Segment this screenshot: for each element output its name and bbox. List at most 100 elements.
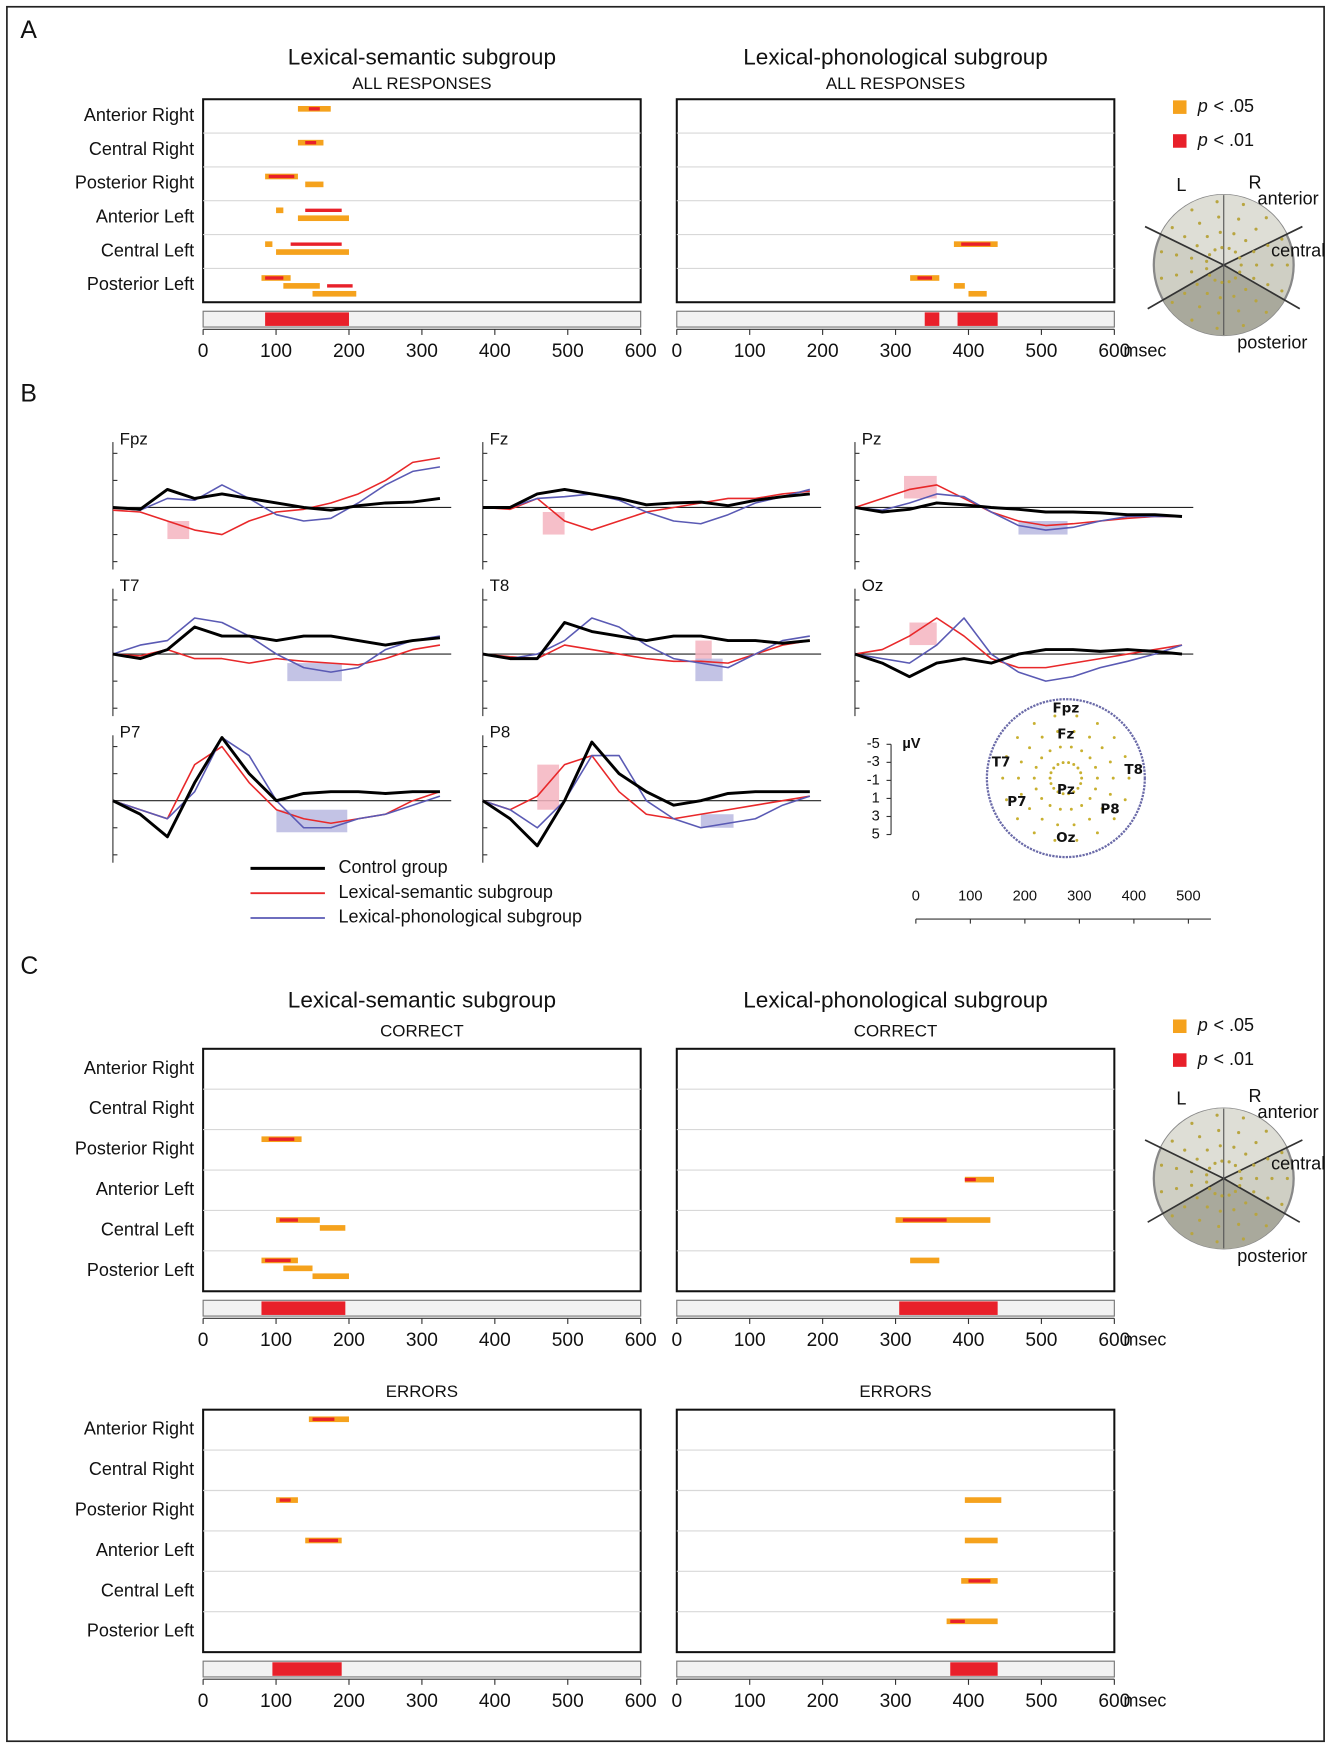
electrode-head (985, 698, 1146, 859)
sector-line (1144, 1139, 1225, 1180)
significance-segment (305, 208, 342, 213)
x-tick-label: 500 (1025, 341, 1057, 362)
significance-segment (283, 1265, 313, 1272)
significance-segment (917, 276, 933, 280)
electrode-dot (1233, 1189, 1238, 1194)
electrode-dot (1049, 782, 1053, 786)
electrode-dot (1205, 259, 1209, 263)
electrode-dot (1061, 792, 1065, 796)
electrode-dot (1217, 1224, 1221, 1229)
sector-line (1223, 1139, 1303, 1180)
electrode-dot (1170, 226, 1174, 230)
electrode-dot (1032, 776, 1036, 780)
electrode-dot (1053, 714, 1057, 718)
sector-line (1223, 264, 1301, 310)
x-tick-label: 400 (953, 1691, 985, 1712)
x-tick-label: 300 (880, 1691, 912, 1712)
electrode-dot (1205, 1148, 1209, 1152)
channel-label: P8 (490, 723, 511, 742)
erp-waveform (854, 617, 1183, 669)
electrode-dot (1215, 1240, 1219, 1244)
legend-swatch (1172, 1053, 1187, 1067)
significance-segment (268, 1137, 295, 1141)
electrode-label: Fpz (1052, 701, 1079, 717)
electrode-dot (1019, 792, 1023, 796)
electrode-dot (1264, 1129, 1268, 1133)
legend-text: p < .01 (1197, 1049, 1254, 1069)
summary-bar (676, 1299, 1115, 1317)
electrode-dot (1040, 796, 1044, 800)
electrode-dot (1040, 817, 1044, 821)
head-label: L (1176, 1088, 1186, 1108)
electrode-dot (1205, 234, 1209, 239)
chart-subtitle: ERRORS (386, 1382, 458, 1401)
electrode-dot (1205, 1180, 1209, 1184)
y-tick-label: -5 (867, 736, 880, 752)
effect-window (695, 640, 712, 664)
x-tick-label: 400 (953, 341, 985, 362)
electrode-dot (1174, 1166, 1179, 1171)
region-label: Central Right (89, 1459, 194, 1479)
electrode-dot (1264, 216, 1268, 220)
electrode-dot (1220, 1159, 1224, 1163)
head-label: anterior (1258, 1102, 1319, 1122)
head-label: posterior (1237, 333, 1307, 353)
electrode-dot (1159, 276, 1164, 280)
electrode-dot (1112, 736, 1116, 740)
electrode-dot (1058, 745, 1062, 749)
region-label: Anterior Left (96, 1540, 194, 1560)
electrode-dot (1266, 243, 1270, 247)
electrode-dot (1232, 1208, 1236, 1212)
electrode-dot (1285, 1176, 1289, 1181)
significance-segment (968, 1579, 991, 1583)
region-label: Posterior Left (87, 274, 194, 294)
significance-segment (279, 1498, 291, 1502)
legend-label: < .05 (1213, 1015, 1254, 1035)
significance-segment (964, 1497, 1002, 1503)
x-tick-label: 600 (625, 1330, 657, 1351)
electrode-dot (1252, 276, 1256, 280)
electrode-dot (1123, 798, 1127, 802)
x-tick-label: 200 (807, 1691, 839, 1712)
erp-waveform (112, 625, 441, 661)
electrode-dot (1244, 287, 1248, 292)
electrode-dot (1094, 787, 1097, 791)
x-tick-label: 400 (1122, 888, 1146, 904)
electrode-dot (1183, 1148, 1187, 1152)
electrode-dot (1237, 1222, 1241, 1226)
erp-waveform (112, 736, 441, 829)
electrode-dot (1056, 823, 1060, 827)
time-unit: msec (1123, 1330, 1166, 1350)
electrode-dot (1244, 1201, 1248, 1205)
chart-title: Lexical-semantic subgroup (288, 45, 556, 70)
electrode-dot (1198, 1218, 1202, 1222)
sector-line (1223, 1177, 1301, 1223)
electrode-dot (1215, 200, 1219, 204)
electrode-dot (1076, 786, 1080, 790)
x-tick-label: 600 (1098, 341, 1130, 362)
electrode-dot (1094, 765, 1097, 769)
x-tick-label: 600 (1098, 1330, 1130, 1351)
significance-segment (961, 242, 991, 246)
electrode-dot (1088, 756, 1092, 760)
electrode-dot (1067, 761, 1071, 765)
electrode-dot (1252, 1163, 1256, 1167)
figure-border (6, 5, 1325, 1743)
electrode-dot (1159, 250, 1164, 254)
x-tick-label: 400 (953, 1330, 985, 1351)
legend-swatch (1172, 100, 1187, 114)
electrode-dot (1237, 309, 1241, 313)
erp-waveform (112, 736, 440, 839)
chart-title: Lexical-semantic subgroup (288, 987, 556, 1012)
significance-segment (968, 290, 987, 297)
electrode-dot (1238, 1184, 1242, 1188)
electrode-dot (1205, 267, 1209, 271)
electrode-dot (1183, 1205, 1187, 1209)
electrode-dot (1233, 276, 1238, 280)
electrode-dot (1108, 792, 1112, 796)
x-tick-label: 0 (198, 1691, 209, 1712)
electrode-dot (1198, 221, 1202, 225)
electrode-dot (1195, 1196, 1199, 1200)
legend-swatch (1172, 1019, 1187, 1034)
legend-text: Control group (338, 857, 447, 877)
